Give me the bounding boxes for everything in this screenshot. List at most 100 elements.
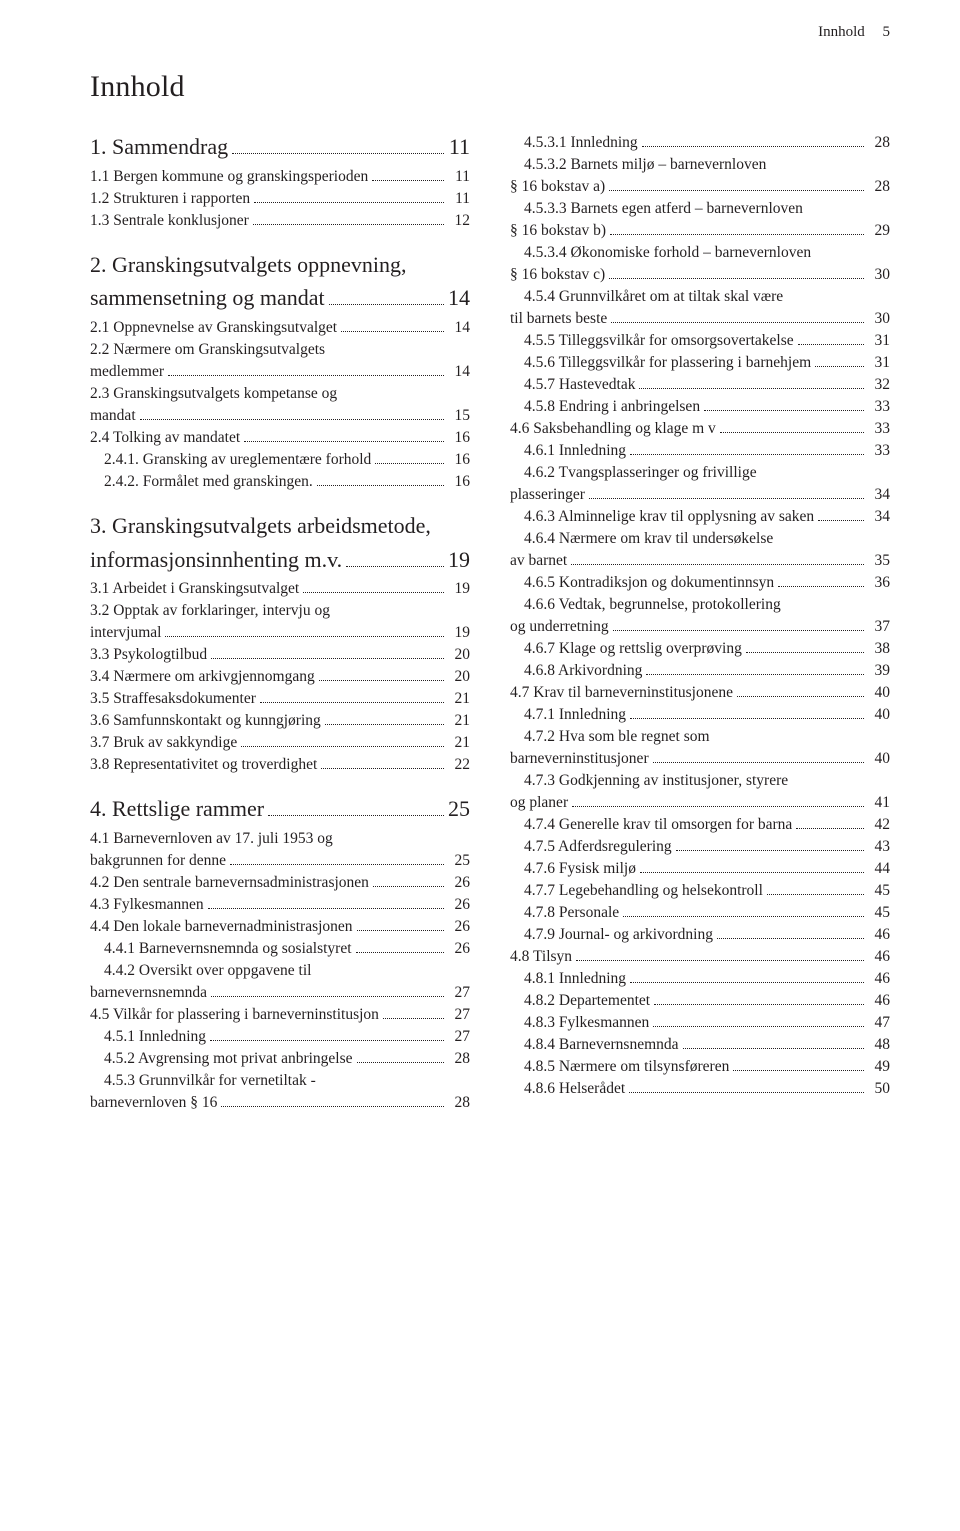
toc-leader [815,355,864,367]
toc-entry-label: 2.2 Nærmere om Granskingsutvalgets [90,339,325,361]
toc-entry-label: § 16 bokstav b) [510,220,606,242]
toc-entry-page: 15 [448,405,470,427]
toc-entry-row: 3.4 Nærmere om arkivgjennomgang20 [90,666,470,688]
toc-leader [140,408,444,420]
toc-entry-label: bakgrunnen for denne [90,850,226,872]
toc-entry-page: 26 [448,872,470,894]
toc-entry-row: 4.8 Tilsyn 46 [510,946,890,968]
toc-entry-row: 4.4 Den lokale barnevernadministrasjonen… [90,916,470,938]
toc-leader [653,751,864,763]
toc-entry-row: 4.5.5 Tilleggsvilkår for omsorgsovertake… [510,330,890,352]
toc-entry-row: 4.5.4 Grunnvilkåret om at tiltak skal væ… [510,286,890,308]
toc-entry-label: 3. Granskingsutvalgets arbeidsmetode, [90,511,431,541]
toc-entry-label: barneverninstitusjoner [510,748,649,770]
toc-entry-row: 4.6 Saksbehandling og klage m v33 [510,418,890,440]
toc-entry-page: 11 [448,188,470,210]
toc-entry-label: informasjonsinnhenting m.v. [90,545,342,575]
toc-entry-row: 4.7.2 Hva som ble regnet som [510,726,890,748]
toc-entry-row: 4.6.4 Nærmere om krav til undersøkelse [510,528,890,550]
toc-entry-label: 4.7 Krav til barneverninstitusjonene [510,682,733,704]
toc-leader [704,399,864,411]
toc-entry-label: 4.7.9 Journal- og arkivordning [510,924,713,946]
toc-entry-row: 4.6.3 Alminnelige krav til opplysning av… [510,506,890,528]
toc-entry-row: 4.4.1 Barnevernsnemnda og sosialstyret26 [90,938,470,960]
toc-entry-row: 4.7.4 Generelle krav til omsorgen for ba… [510,814,890,836]
toc-chapter-row: 3. Granskingsutvalgets arbeidsmetode, [90,511,470,541]
toc-entry-row: og underretning 37 [510,616,890,638]
toc-entry-page: 46 [868,924,890,946]
toc-entry-page: 31 [868,352,890,374]
toc-entry-label: 3.6 Samfunnskontakt og kunngjøring [90,710,321,732]
toc-entry-row: § 16 bokstav a)28 [510,176,890,198]
toc-entry-row: 4.5.3.3 Barnets egen atferd – barnevernl… [510,198,890,220]
toc-leader [375,452,444,464]
toc-entry-row: 3.2 Opptak av forklaringer, intervju og [90,600,470,622]
toc-leader [357,919,444,931]
toc-entry-row: 4.7.6 Fysisk miljø44 [510,858,890,880]
toc-entry-page: 33 [868,418,890,440]
toc-leader [733,1059,864,1071]
toc-entry-label: 4.5.6 Tilleggsvilkår for plassering i ba… [510,352,811,374]
toc-entry-page: 14 [448,361,470,383]
toc-entry-page: 19 [448,622,470,644]
toc-entry-page: 11 [448,132,470,162]
toc-entry-row: 2.4 Tolking av mandatet16 [90,427,470,449]
toc-entry-label: 4.7.6 Fysisk miljø [510,858,636,880]
toc-entry-row: 4.6.5 Kontradiksjon og dokumentinnsyn36 [510,572,890,594]
toc-entry-label: 3.3 Psykologtilbud [90,644,207,666]
toc-entry-row: 2.4.1. Gransking av ureglementære forhol… [90,449,470,471]
toc-leader [676,839,864,851]
toc-leader [232,136,444,154]
toc-entry-label: 4.8 Tilsyn [510,946,572,968]
toc-entry-page: 36 [868,572,890,594]
toc-entry-page: 47 [868,1012,890,1034]
toc-entry-row: 4.6.8 Arkivordning39 [510,660,890,682]
toc-entry-row: 4.5.3.4 Økonomiske forhold – barnevernlo… [510,242,890,264]
toc-entry-page: 48 [868,1034,890,1056]
toc-leader [268,799,444,817]
toc-entry-label: 4. Rettslige rammer [90,794,264,824]
toc-entry-page: 26 [448,894,470,916]
toc-entry-page: 41 [868,792,890,814]
toc-entry-label: og planer [510,792,568,814]
toc-entry-row: 4.5.2 Avgrensing mot privat anbringelse2… [90,1048,470,1070]
toc-entry-page: 46 [868,946,890,968]
toc-leader [221,1095,444,1107]
toc-entry-page: 46 [868,968,890,990]
toc-entry-row: 4.7.8 Personale45 [510,902,890,924]
toc-entry-page: 33 [868,440,890,462]
toc-entry-label: medlemmer [90,361,164,383]
toc-entry-row: barnevernsnemnda27 [90,982,470,1004]
toc-entry-page: 40 [868,704,890,726]
toc-entry-label: § 16 bokstav a) [510,176,605,198]
toc-entry-label: 4.4.1 Barnevernsnemnda og sosialstyret [90,938,352,960]
toc-entry-page: 16 [448,427,470,449]
toc-entry-label: 3.5 Straffesaksdokumenter [90,688,256,710]
running-head-page: 5 [883,24,891,40]
toc-entry-row: § 16 bokstav b)29 [510,220,890,242]
toc-entry-label: 4.8.1 Innledning [510,968,626,990]
toc-leader [653,1015,864,1027]
toc-entry-label: 4.5.7 Hastevedtak [510,374,635,396]
toc-entry-page: 37 [868,616,890,638]
toc-entry-row: 4.7 Krav til barneverninstitusjonene40 [510,682,890,704]
toc-entry-label: mandat [90,405,136,427]
toc-leader [168,364,444,376]
toc-entry-page: 21 [448,732,470,754]
toc-entry-label: 4.5.3.1 Innledning [510,132,638,154]
toc-entry-label: 4.8.4 Barnevernsnemnda [510,1034,679,1056]
toc-entry-label: og underretning [510,616,609,638]
toc-entry-page: 39 [868,660,890,682]
toc-leader [654,993,864,1005]
toc-entry-row: 1.2 Strukturen i rapporten11 [90,188,470,210]
toc-leader [642,135,864,147]
toc-entry-page: 50 [868,1078,890,1100]
toc-entry-row: 4.5.1 Innledning27 [90,1026,470,1048]
toc-entry-label: 4.7.8 Personale [510,902,619,924]
toc-leader [639,377,864,389]
toc-columns: 1. Sammendrag111.1 Bergen kommune og gra… [90,132,890,1114]
toc-entry-row: 4.5.3 Grunnvilkår for vernetiltak - [90,1070,470,1092]
toc-entry-page: 20 [448,666,470,688]
toc-entry-page: 30 [868,308,890,330]
toc-leader [610,223,864,235]
